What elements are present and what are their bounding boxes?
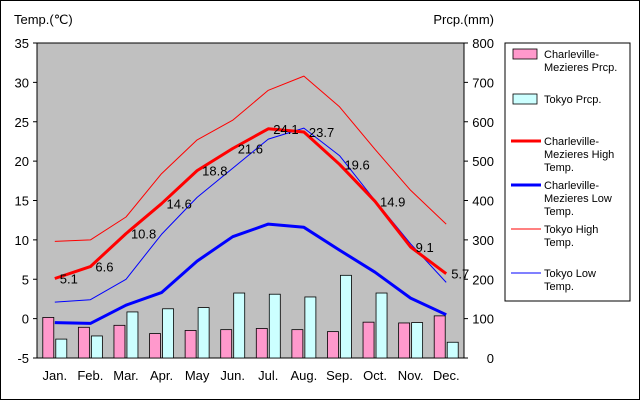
data-label-high-temp-2: 10.8	[131, 227, 156, 242]
bar-charleville-prcp-10	[398, 322, 411, 359]
bar-tokyo-prcp-0	[55, 338, 68, 359]
left-tick-label-4: 15	[15, 194, 29, 209]
charleville-high-temp-line	[54, 127, 448, 280]
legend-label-0: Charleville-Mezieres Prcp.	[544, 49, 617, 74]
x-tick-label-2: Mar.	[113, 368, 138, 383]
left-tick-label-7: 30	[15, 75, 29, 90]
legend-swatch-0	[512, 48, 538, 60]
bar-charleville-prcp-6	[255, 328, 268, 359]
left-tick-label-1: 0	[22, 312, 29, 327]
bar-tokyo-prcp-6	[268, 293, 281, 359]
left-tick-label-6: 25	[15, 115, 29, 130]
bar-charleville-prcp-9	[362, 321, 375, 359]
bar-charleville-prcp-5	[220, 329, 233, 359]
bar-tokyo-prcp-7	[304, 296, 317, 359]
data-label-high-temp-11: 5.7	[451, 267, 469, 282]
left-tick-label-2: 5	[22, 272, 29, 287]
x-tick-label-9: Oct.	[363, 368, 387, 383]
tokyo-high-temp-line	[54, 75, 447, 242]
legend-swatch-1	[512, 93, 538, 105]
right-tick-label-5: 500	[472, 154, 494, 169]
x-tick-label-1: Feb.	[77, 368, 103, 383]
data-label-high-temp-0: 5.1	[60, 271, 78, 286]
legend-label-3: Charleville-Mezieres Low Temp.	[544, 180, 612, 218]
data-label-high-temp-4: 18.8	[202, 164, 227, 179]
bar-tokyo-prcp-11	[446, 341, 459, 359]
bar-charleville-prcp-7	[291, 329, 304, 359]
bar-tokyo-prcp-10	[411, 322, 424, 359]
data-label-high-temp-3: 14.6	[167, 197, 192, 212]
right-tick-label-6: 600	[472, 115, 494, 130]
bar-charleville-prcp-0	[42, 317, 55, 359]
data-label-high-temp-1: 6.6	[95, 260, 113, 275]
bar-tokyo-prcp-3	[162, 308, 174, 359]
legend-label-4: Tokyo High Temp.	[544, 224, 598, 249]
axis-layer: -5 0 5 10 15 20 25 30 35 0 100 200 300 400 500 600 700 80…	[15, 36, 494, 383]
left-tick-label-3: 10	[15, 233, 29, 248]
plot-area	[36, 42, 465, 359]
x-tick-label-3: Apr.	[150, 368, 173, 383]
legend-label-2: Charleville-Mezieres High Temp.	[544, 136, 614, 174]
right-tick-label-1: 100	[472, 312, 494, 327]
data-label-high-temp-5: 21.6	[238, 142, 263, 157]
legend-label-5: Tokyo Low Temp.	[544, 268, 596, 293]
x-tick-label-6: Jul.	[258, 368, 278, 383]
x-tick-label-0: Jan.	[43, 368, 68, 383]
data-label-high-temp-7: 23.7	[309, 125, 334, 140]
bar-tokyo-prcp-5	[233, 292, 246, 359]
data-label-high-temp-6: 24.1	[273, 122, 298, 137]
data-label-high-temp-10: 9.1	[416, 240, 434, 255]
bar-charleville-prcp-2	[113, 324, 126, 359]
right-tick-label-2: 200	[472, 272, 494, 287]
bar-charleville-prcp-3	[149, 333, 161, 359]
x-tick-label-7: Aug.	[291, 368, 318, 383]
bar-charleville-prcp-8	[327, 331, 339, 359]
charleville-low-temp-line	[54, 222, 447, 325]
right-tick-label-8: 800	[472, 36, 494, 51]
line-layer	[54, 75, 448, 325]
bar-charleville-prcp-1	[77, 326, 90, 359]
bar-charleville-prcp-4	[184, 330, 197, 359]
x-tick-label-4: May	[185, 368, 210, 383]
bar-tokyo-prcp-1	[90, 335, 103, 359]
right-tick-label-4: 400	[472, 194, 494, 209]
right-axis-title: Prcp.(mm)	[433, 12, 494, 27]
legend-box	[504, 42, 631, 302]
legend-label-1: Tokyo Prcp.	[544, 94, 601, 106]
x-tick-label-10: Nov.	[398, 368, 424, 383]
bar-charleville-prcp-11	[433, 315, 446, 359]
data-label-high-temp-8: 19.6	[344, 157, 369, 172]
left-tick-label-0: -5	[17, 351, 29, 366]
left-tick-label-8: 35	[15, 36, 29, 51]
legend: Charleville-Mezieres Prcp. Tokyo Prcp. Cha…	[504, 42, 631, 302]
data-label-layer: 5.1 6.6 10.8 14.6 18.8 21.6 24.1 23.7 19.6 14.9 9.…	[60, 122, 469, 287]
left-tick-label-5: 20	[15, 154, 29, 169]
right-tick-label-7: 700	[472, 75, 494, 90]
bar-tokyo-prcp-4	[197, 307, 210, 359]
x-tick-label-8: Sep.	[326, 368, 353, 383]
right-tick-label-3: 300	[472, 233, 494, 248]
right-tick-label-0: 0	[487, 351, 494, 366]
bar-layer	[42, 274, 459, 359]
bar-tokyo-prcp-2	[126, 311, 139, 359]
x-tick-label-11: Dec.	[433, 368, 460, 383]
bar-tokyo-prcp-8	[340, 274, 352, 359]
bar-tokyo-prcp-9	[375, 292, 388, 359]
x-tick-label-5: Jun.	[220, 368, 245, 383]
left-axis-title: Temp.(℃)	[14, 12, 73, 27]
data-label-high-temp-9: 14.9	[380, 194, 405, 209]
